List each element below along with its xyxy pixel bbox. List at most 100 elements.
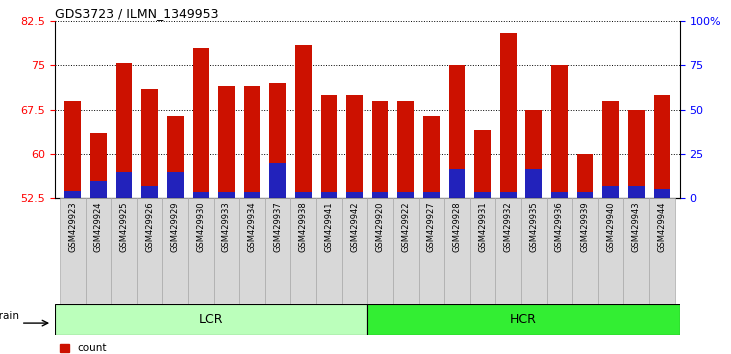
Text: GSM429938: GSM429938 bbox=[299, 201, 308, 252]
Bar bbox=[602, 187, 619, 198]
Bar bbox=[449, 169, 466, 198]
Bar bbox=[269, 163, 286, 198]
Text: GDS3723 / ILMN_1349953: GDS3723 / ILMN_1349953 bbox=[55, 7, 219, 20]
Bar bbox=[423, 116, 439, 198]
Text: GSM429924: GSM429924 bbox=[94, 201, 103, 252]
Bar bbox=[551, 65, 568, 198]
Text: GSM429928: GSM429928 bbox=[452, 201, 461, 252]
Bar bbox=[90, 133, 107, 198]
FancyBboxPatch shape bbox=[649, 198, 675, 304]
Text: GSM429927: GSM429927 bbox=[427, 201, 436, 252]
Bar bbox=[141, 187, 158, 198]
FancyBboxPatch shape bbox=[547, 198, 572, 304]
FancyBboxPatch shape bbox=[188, 198, 213, 304]
FancyBboxPatch shape bbox=[367, 304, 680, 335]
Bar bbox=[423, 192, 439, 198]
FancyBboxPatch shape bbox=[162, 198, 188, 304]
Text: GSM429930: GSM429930 bbox=[197, 201, 205, 252]
Text: GSM429944: GSM429944 bbox=[657, 201, 667, 252]
Bar bbox=[321, 95, 337, 198]
Text: HCR: HCR bbox=[510, 313, 537, 326]
Bar bbox=[218, 192, 235, 198]
FancyBboxPatch shape bbox=[341, 198, 367, 304]
FancyBboxPatch shape bbox=[55, 304, 367, 335]
Bar bbox=[551, 192, 568, 198]
Text: GSM429925: GSM429925 bbox=[119, 201, 129, 252]
FancyBboxPatch shape bbox=[111, 198, 137, 304]
Bar bbox=[346, 192, 363, 198]
Bar bbox=[654, 95, 670, 198]
Bar bbox=[295, 45, 311, 198]
Bar bbox=[398, 192, 414, 198]
Text: GSM429934: GSM429934 bbox=[248, 201, 257, 252]
FancyBboxPatch shape bbox=[496, 198, 521, 304]
Bar bbox=[500, 33, 517, 198]
FancyBboxPatch shape bbox=[213, 198, 239, 304]
FancyBboxPatch shape bbox=[598, 198, 624, 304]
FancyBboxPatch shape bbox=[265, 198, 290, 304]
Text: GSM429933: GSM429933 bbox=[222, 201, 231, 252]
Text: GSM429940: GSM429940 bbox=[606, 201, 616, 252]
Legend: count, percentile rank within the sample: count, percentile rank within the sample bbox=[60, 343, 254, 354]
FancyBboxPatch shape bbox=[444, 198, 470, 304]
FancyBboxPatch shape bbox=[290, 198, 316, 304]
Bar bbox=[115, 172, 132, 198]
FancyBboxPatch shape bbox=[367, 198, 393, 304]
Bar bbox=[269, 83, 286, 198]
FancyBboxPatch shape bbox=[316, 198, 341, 304]
Bar bbox=[218, 86, 235, 198]
FancyBboxPatch shape bbox=[239, 198, 265, 304]
Bar bbox=[321, 192, 337, 198]
Bar bbox=[398, 101, 414, 198]
Text: strain: strain bbox=[0, 311, 19, 321]
Text: GSM429931: GSM429931 bbox=[478, 201, 487, 252]
Bar bbox=[449, 65, 466, 198]
Bar bbox=[141, 89, 158, 198]
Text: LCR: LCR bbox=[199, 313, 224, 326]
Bar bbox=[243, 192, 260, 198]
FancyBboxPatch shape bbox=[86, 198, 111, 304]
Bar bbox=[577, 192, 594, 198]
Bar bbox=[192, 192, 209, 198]
FancyBboxPatch shape bbox=[419, 198, 444, 304]
Bar bbox=[346, 95, 363, 198]
FancyBboxPatch shape bbox=[393, 198, 419, 304]
Bar bbox=[474, 130, 491, 198]
Bar bbox=[654, 189, 670, 198]
Text: GSM429920: GSM429920 bbox=[376, 201, 385, 252]
Text: GSM429932: GSM429932 bbox=[504, 201, 512, 252]
Bar bbox=[500, 192, 517, 198]
Bar bbox=[628, 187, 645, 198]
Text: GSM429922: GSM429922 bbox=[401, 201, 410, 252]
Bar bbox=[628, 110, 645, 198]
FancyBboxPatch shape bbox=[470, 198, 496, 304]
Text: GSM429939: GSM429939 bbox=[580, 201, 590, 252]
Text: GSM429923: GSM429923 bbox=[68, 201, 77, 252]
Bar bbox=[64, 101, 81, 198]
Text: GSM429935: GSM429935 bbox=[529, 201, 538, 252]
Bar bbox=[243, 86, 260, 198]
Text: GSM429926: GSM429926 bbox=[145, 201, 154, 252]
Bar bbox=[167, 116, 183, 198]
Bar bbox=[577, 154, 594, 198]
Bar bbox=[526, 110, 542, 198]
Bar bbox=[526, 169, 542, 198]
Bar bbox=[64, 190, 81, 198]
Text: GSM429942: GSM429942 bbox=[350, 201, 359, 252]
Bar bbox=[115, 63, 132, 198]
Bar bbox=[372, 192, 388, 198]
Bar bbox=[90, 181, 107, 198]
Bar bbox=[602, 101, 619, 198]
Bar bbox=[474, 192, 491, 198]
Text: GSM429929: GSM429929 bbox=[171, 201, 180, 252]
Text: GSM429941: GSM429941 bbox=[325, 201, 333, 252]
Bar bbox=[167, 172, 183, 198]
FancyBboxPatch shape bbox=[521, 198, 547, 304]
Bar bbox=[295, 192, 311, 198]
FancyBboxPatch shape bbox=[572, 198, 598, 304]
FancyBboxPatch shape bbox=[60, 198, 86, 304]
FancyBboxPatch shape bbox=[624, 198, 649, 304]
Bar bbox=[372, 101, 388, 198]
Text: GSM429937: GSM429937 bbox=[273, 201, 282, 252]
Bar bbox=[192, 48, 209, 198]
